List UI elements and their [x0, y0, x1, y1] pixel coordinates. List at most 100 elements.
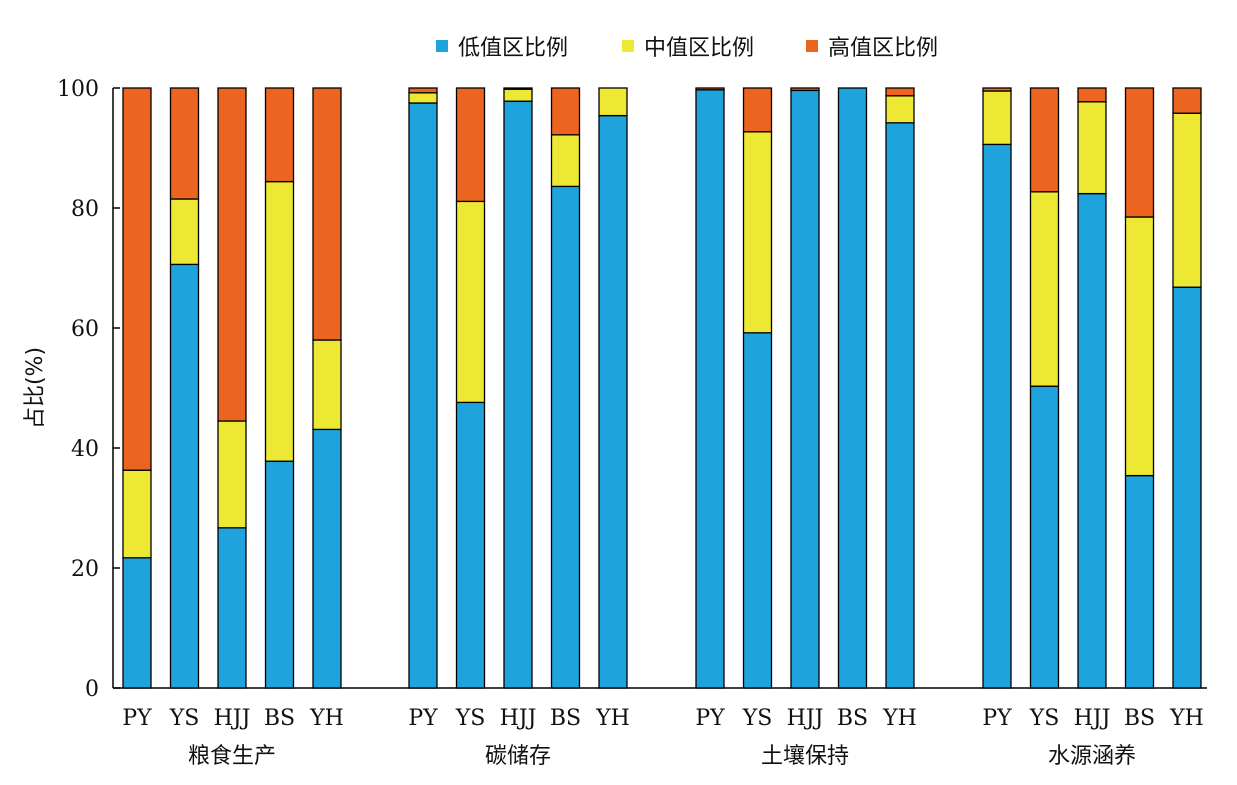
bar-segment-high [790, 87, 820, 92]
legend-label: 中值区比例 [644, 36, 754, 61]
bar-segment-high [1172, 87, 1202, 114]
legend-item: 高值区比例 [806, 36, 938, 61]
bar-segment-mid [169, 198, 200, 266]
bar-segment-mid [598, 87, 628, 117]
y-tick-label: 0 [85, 677, 99, 702]
legend-item: 低值区比例 [436, 36, 568, 61]
x-tick-label: HJJ [500, 706, 537, 731]
bar-segment-mid [408, 92, 438, 104]
group-3 [695, 87, 915, 689]
x-tick-label: BS [264, 706, 295, 731]
legend-swatch [622, 40, 634, 52]
bar-segment-high [169, 87, 200, 200]
group-1 [122, 87, 342, 689]
legend-swatch [436, 40, 448, 52]
bar-segment-high [455, 87, 486, 203]
group-label: 粮食生产 [188, 744, 276, 769]
y-tick-label: 40 [71, 437, 99, 462]
bar-segment-mid [1124, 216, 1155, 477]
x-tick-label: HJJ [787, 706, 824, 731]
legend-label: 低值区比例 [458, 36, 568, 61]
x-tick-label: YS [1029, 706, 1060, 731]
bar-segment-high [550, 87, 581, 136]
bar-segment-low [742, 332, 773, 689]
bar-segment-high [885, 87, 915, 97]
bar-segment-low [1172, 286, 1202, 689]
bar-segment-mid [312, 339, 342, 431]
bar-segment-low [264, 460, 295, 689]
bar-segment-low [455, 401, 486, 689]
bar-segment-mid [1077, 101, 1107, 195]
bar-segment-low [885, 122, 915, 689]
x-tick-label: YH [309, 706, 344, 731]
bar-segment-low [1077, 192, 1107, 689]
bar-segment-mid [264, 180, 295, 462]
bar-segment-high [1029, 87, 1060, 193]
x-tick-label: HJJ [1074, 706, 1111, 731]
bar-segment-high [217, 87, 247, 422]
legend-label: 高值区比例 [828, 36, 938, 61]
x-tick-label: PY [122, 706, 152, 731]
x-tick-label: YH [595, 706, 630, 731]
x-tick-label: BS [837, 706, 868, 731]
bar-segment-mid [455, 200, 486, 404]
bar-segment-low [550, 185, 581, 689]
y-tick-label: 80 [71, 197, 99, 222]
bar-segment-low [169, 263, 200, 689]
y-axis-label: 占比(%) [23, 347, 48, 429]
bar-segment-mid [982, 90, 1012, 146]
bar-segment-high [1077, 87, 1107, 103]
bar-segment-high [264, 87, 295, 183]
bar-segment-low [1029, 385, 1060, 689]
bar-segment-high [312, 87, 342, 341]
bar-segment-mid [503, 88, 533, 102]
bar-segment-high [695, 87, 725, 91]
bar-segment-low [982, 143, 1012, 689]
x-tick-label: BS [550, 706, 581, 731]
bar-segment-low [1124, 474, 1155, 689]
bar-segment-low [503, 100, 533, 689]
y-axis: 0 20 40 60 80 100 占比(%) [23, 77, 120, 702]
group-label: 水源涵养 [1048, 744, 1136, 769]
category-labels: PY YS HJJ BS YH 粮食生产 PY YS HJJ BS YH 碳储存 PY YS HJJ BS YH… [122, 706, 1204, 769]
x-tick-label: YH [1169, 706, 1204, 731]
group-label: 土壤保持 [761, 744, 849, 769]
bar-segment-low [695, 89, 725, 689]
bar-segment-high [742, 87, 773, 133]
bar-segment-low [408, 102, 438, 689]
legend-item: 中值区比例 [622, 36, 754, 61]
bar-segment-low [122, 557, 152, 689]
bars [122, 87, 1202, 689]
x-tick-label: YS [742, 706, 773, 731]
group-label: 碳储存 [485, 744, 551, 769]
bar-segment-mid [122, 469, 152, 559]
bar-segment-high [982, 87, 1012, 92]
x-tick-label: HJJ [214, 706, 251, 731]
x-tick-label: PY [695, 706, 725, 731]
group-4 [982, 87, 1202, 689]
bar-segment-mid [885, 95, 915, 124]
bar-segment-low [790, 89, 820, 689]
x-tick-label: YH [882, 706, 917, 731]
legend: 低值区比例 中值区比例 高值区比例 [436, 36, 938, 61]
bar-segment-mid [1029, 191, 1060, 387]
bar-segment-mid [1172, 112, 1202, 288]
bar-segment-high [122, 87, 152, 471]
bar-segment-low [837, 87, 868, 689]
y-tick-label: 60 [71, 317, 99, 342]
x-tick-label: PY [408, 706, 438, 731]
bar-segment-high [408, 87, 438, 94]
bar-segment-high [1124, 87, 1155, 218]
x-tick-label: YS [455, 706, 486, 731]
group-2 [408, 87, 628, 689]
y-tick-label: 100 [57, 77, 99, 102]
x-tick-label: BS [1124, 706, 1155, 731]
y-tick-label: 20 [71, 557, 99, 582]
bar-segment-low [598, 114, 628, 689]
bar-segment-mid [742, 131, 773, 334]
legend-swatch [806, 40, 818, 52]
bar-segment-low [217, 527, 247, 689]
bar-segment-mid [217, 420, 247, 529]
bar-segment-mid [550, 134, 581, 188]
